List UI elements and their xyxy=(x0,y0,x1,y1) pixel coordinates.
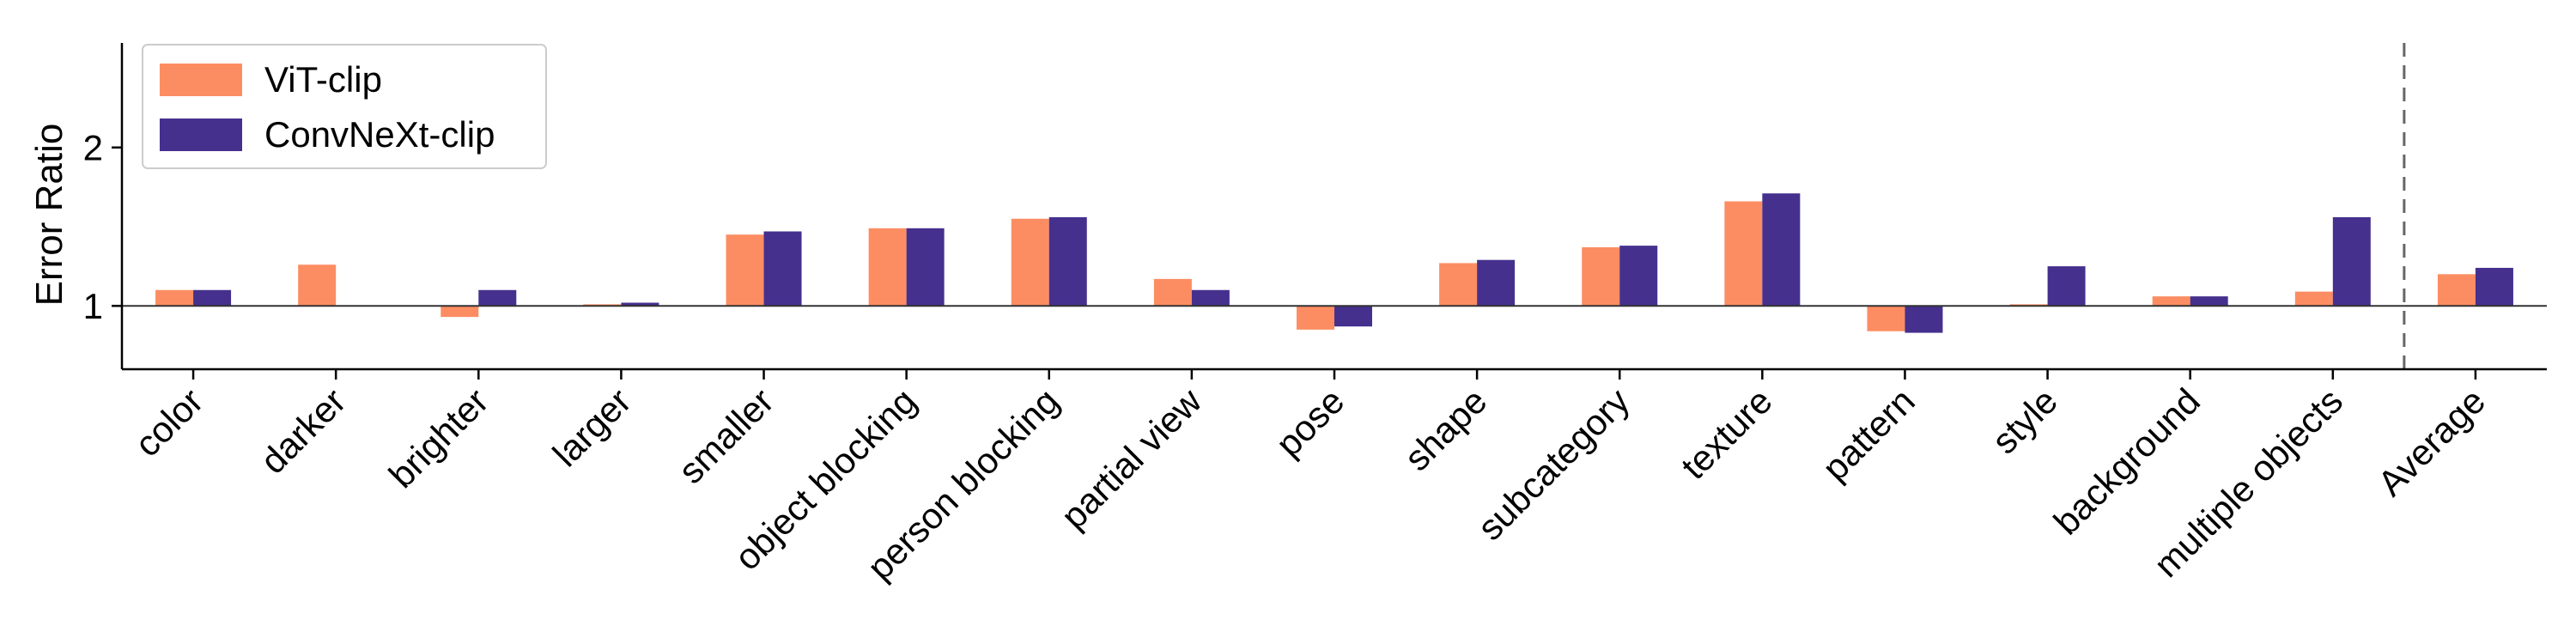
legend-swatch-vit-clip xyxy=(160,64,242,96)
bar-convnext-clip-style xyxy=(2047,266,2086,307)
x-tick-label-average: Average xyxy=(2370,380,2493,503)
bar-convnext-clip-pose xyxy=(1334,306,1372,327)
bar-convnext-clip-partial-view xyxy=(1191,289,1230,307)
bar-vit-clip-partial-view xyxy=(1153,278,1192,307)
x-tick-label-pattern: pattern xyxy=(1814,380,1923,489)
bar-convnext-clip-multiple-objects xyxy=(2332,216,2371,307)
x-tick-label-style: style xyxy=(1984,380,2065,461)
bar-vit-clip-multiple-objects xyxy=(2294,291,2333,307)
y-axis-label: Error Ratio xyxy=(28,124,70,307)
bar-vit-clip-average xyxy=(2437,274,2476,307)
x-tick-label-shape: shape xyxy=(1396,380,1494,478)
bar-convnext-clip-texture xyxy=(1762,193,1801,307)
x-tick-label-color: color xyxy=(127,380,211,465)
y-tick-label-2: 2 xyxy=(83,128,103,168)
x-tick-label-darker: darker xyxy=(252,380,353,481)
bar-convnext-clip-person-blocking xyxy=(1048,216,1087,307)
bar-vit-clip-object-blocking xyxy=(868,228,907,307)
bar-vit-clip-brighter xyxy=(440,306,479,318)
bar-convnext-clip-brighter xyxy=(478,289,517,307)
bar-convnext-clip-object-blocking xyxy=(906,228,945,307)
bar-convnext-clip-average xyxy=(2475,267,2513,307)
bar-convnext-clip-smaller xyxy=(763,231,802,307)
bar-vit-clip-pose xyxy=(1297,306,1334,330)
x-tick-label-larger: larger xyxy=(545,380,639,474)
bar-convnext-clip-subcategory xyxy=(1619,246,1658,307)
bar-vit-clip-person-blocking xyxy=(1011,218,1049,307)
bar-vit-clip-color xyxy=(155,289,194,307)
bar-vit-clip-darker xyxy=(298,264,337,307)
bar-vit-clip-background xyxy=(2152,296,2190,307)
bar-convnext-clip-background xyxy=(2190,296,2228,307)
x-tick-label-subcategory: subcategory xyxy=(1470,380,1637,548)
bar-vit-clip-texture xyxy=(1724,201,1763,307)
bar-vit-clip-shape xyxy=(1439,263,1478,307)
x-tick-label-pose: pose xyxy=(1268,380,1352,465)
x-tick-label-smaller: smaller xyxy=(671,380,781,491)
bar-convnext-clip-pattern xyxy=(1905,306,1943,333)
bar-vit-clip-smaller xyxy=(726,234,764,307)
bar-vit-clip-subcategory xyxy=(1582,246,1620,307)
legend: ViT-clip ConvNeXt-clip xyxy=(142,44,547,169)
x-tick-label-brighter: brighter xyxy=(381,380,496,495)
x-tick-label-texture: texture xyxy=(1674,380,1780,487)
bar-convnext-clip-larger xyxy=(621,302,659,307)
x-tick-label-partial-view: partial view xyxy=(1053,380,1209,537)
y-tick-label-1: 1 xyxy=(83,286,103,326)
bar-convnext-clip-color xyxy=(193,289,232,307)
legend-label-convnext-clip: ConvNeXt-clip xyxy=(264,114,495,155)
legend-label-vit-clip: ViT-clip xyxy=(264,59,382,100)
legend-swatch-convnext-clip xyxy=(160,118,242,151)
bar-vit-clip-pattern xyxy=(1867,306,1905,331)
bar-convnext-clip-shape xyxy=(1477,259,1516,307)
legend-frame xyxy=(142,44,547,169)
bars-layer xyxy=(155,193,2513,333)
